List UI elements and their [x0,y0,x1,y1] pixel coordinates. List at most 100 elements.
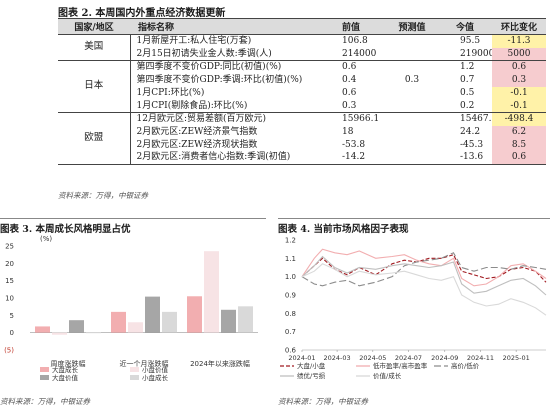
bar [204,251,219,333]
x-tick-label: 2024-01 [288,354,315,362]
table-row: 美国 1月新屋开工:私人住宅(万套) 106.8 95.5 -11.3 [58,34,546,62]
legend-label: 大盘成长 [52,365,79,374]
table-row: 1月CPI:环比(%) 0.6 0.5 -0.1 [58,86,546,100]
fig4-panel: 0.6 0.7 0.8 0.9 1.0 1.1 1.2 2024-01 2024-03 2024-… [278,232,550,382]
header-forecast: 预测值 [386,18,438,35]
table-row: 1月CPI(剔除食品):环比(%) 0.3 0.2 -0.1 [58,99,546,114]
change-cell: 6.2 [492,125,546,139]
table-row: 2月欧元区:消费者信心指数:季调(初值) -14.2 -13.6 0.6 [58,151,546,166]
fig4-source: 资料来源：万得，中银证券 [278,397,368,406]
series-line [301,263,547,316]
bar [52,332,67,335]
fig3-bar-chart: (%) 25 20 15 10 5 0 (5) 周度涨跌幅 近一个月涨跌幅 2024年以来涨跌幅大盘… [4,235,258,382]
bar [128,322,143,333]
table-row: 2月15日初请失业金人数:季调(人) 214000 219000 5000 [58,47,546,62]
fig3-panel: (%) 25 20 15 10 5 0 (5) 周度涨跌幅 近一个月涨跌幅 2024年以来涨跌幅 大盘… [0,232,266,382]
header-region: 国家/地区 [58,18,130,35]
table-title: 图表 2. 本周国内外重点经济数据更新 [58,8,226,19]
y-tick-label: 25 [5,243,14,251]
previous-cell: 0.3 [316,99,386,114]
fig4-line-chart: 0.6 0.7 0.8 0.9 1.0 1.1 1.2 2024-01 2024-03 2024-… [280,237,547,380]
region-cell: 日本 [58,60,130,114]
current-cell: 1.2 [460,62,475,73]
bar [86,332,101,334]
bar [145,296,160,333]
legend-label: 大盘价值 [52,373,79,382]
current-cell: -13.6 [438,151,492,166]
fig3-title: 图表 3. 本周成长风格明显占优 [0,218,266,235]
y-tick-label: 0.7 [285,328,296,336]
bar [221,309,236,333]
bar [238,306,253,333]
legend-swatch [40,375,49,380]
y-tick-label: 1.1 [285,255,296,263]
x-tick-label: 2024-09 [431,354,458,362]
x-tick-label: 2025-01 [503,354,530,362]
change-cell: 8.5 [492,138,546,152]
indicator-cell: 2月欧元区:ZEW经济现状指数 [129,138,316,152]
table-source: 资料来源：万得，中银证券 [58,191,148,200]
forecast-cell [386,47,438,62]
region-cell: 美国 [58,34,130,62]
y-tick-label: 15 [5,277,14,285]
y-tick-label: 20 [5,260,14,268]
y-tick-label: 0.8 [285,310,296,318]
previous-cell: 0.4 [342,75,357,86]
indicator-cell: 2月欧元区:消费者信心指数:季调(初值) [129,151,316,166]
legend-label: 小盘价值 [142,365,169,374]
indicator-cell: 2月15日初请失业金人数:季调(人) [129,47,316,62]
current-cell: 0.5 [460,87,475,98]
previous-cell: 214000 [316,47,386,62]
forecast-cell [386,99,438,114]
y-tick-label: (5) [4,347,14,355]
previous-cell: -14.2 [316,151,386,166]
current-cell: 15467.7 [460,114,492,125]
indicator-cell: 1月CPI:环比(%) [129,86,316,100]
y-tick-label: 0 [10,329,14,337]
x-tick-label: 2024-07 [395,354,422,362]
current-cell: 0.2 [438,99,492,114]
forecast-cell [386,151,438,166]
x-tick-label: 2024-03 [324,354,351,362]
legend-label: 价值/成长 [373,371,402,380]
current-cell: 219000 [438,47,492,62]
current-cell: 24.2 [460,126,481,137]
bar [69,320,84,333]
change-cell: -0.1 [492,99,546,114]
legend-swatch [130,367,139,372]
y-tick-label: 5 [10,312,14,320]
header-indicator: 指标名称 [130,18,316,35]
x-tick-label: 2024-11 [467,354,494,362]
previous-cell: 0.6 [342,87,357,98]
change-cell: 0.3 [492,74,546,87]
x-tick-label: 近一个月涨跌幅 [120,359,169,368]
bar [111,311,126,333]
indicator-cell: 2月欧元区:ZEW经济景气指数 [129,125,316,139]
series-line [301,255,547,296]
table-row: 2月欧元区:ZEW经济景气指数 18 24.2 6.2 [58,125,546,139]
table-row: 第四季度不变价GDP:季调:环比(初值)(%) 0.4 0.3 0.7 0.3 [58,74,546,87]
indicator-cell: 第四季度不变价GDP:季调:环比(初值)(%) [129,74,316,87]
series-line [301,252,547,287]
forecast-cell [386,61,438,74]
fig4-title: 图表 4. 当前市场风格因子表现 [278,218,550,235]
forecast-cell [386,87,438,100]
bar [162,311,177,333]
legend-label: 低市盈率/高市盈率 [373,361,428,370]
forecast-cell: 0.3 [404,75,420,86]
x-tick-label: 周度涨跌幅 [51,359,86,368]
y-tick-label: 10 [5,295,14,303]
legend-swatch [130,375,139,380]
y-tick-label: 0.6 [285,347,297,355]
change-cell: -498.4 [492,112,546,126]
header-change: 环比变化 [492,18,546,35]
y-tick-label: 1.2 [285,237,296,245]
legend-label: 大盘/小盘 [297,361,326,370]
econ-data-table: 国家/地区 指标名称 前值 预测值 今值 环比变化 美国 1月新屋开工:私人住宅(… [58,18,546,166]
change-cell: 5000 [492,47,546,62]
bar [187,296,202,333]
current-cell: 95.5 [460,36,481,46]
indicator-cell: 第四季度不变价GDP:同比(初值)(%) [129,60,316,75]
legend-label: 小盘成长 [142,373,169,382]
forecast-cell [386,126,438,139]
